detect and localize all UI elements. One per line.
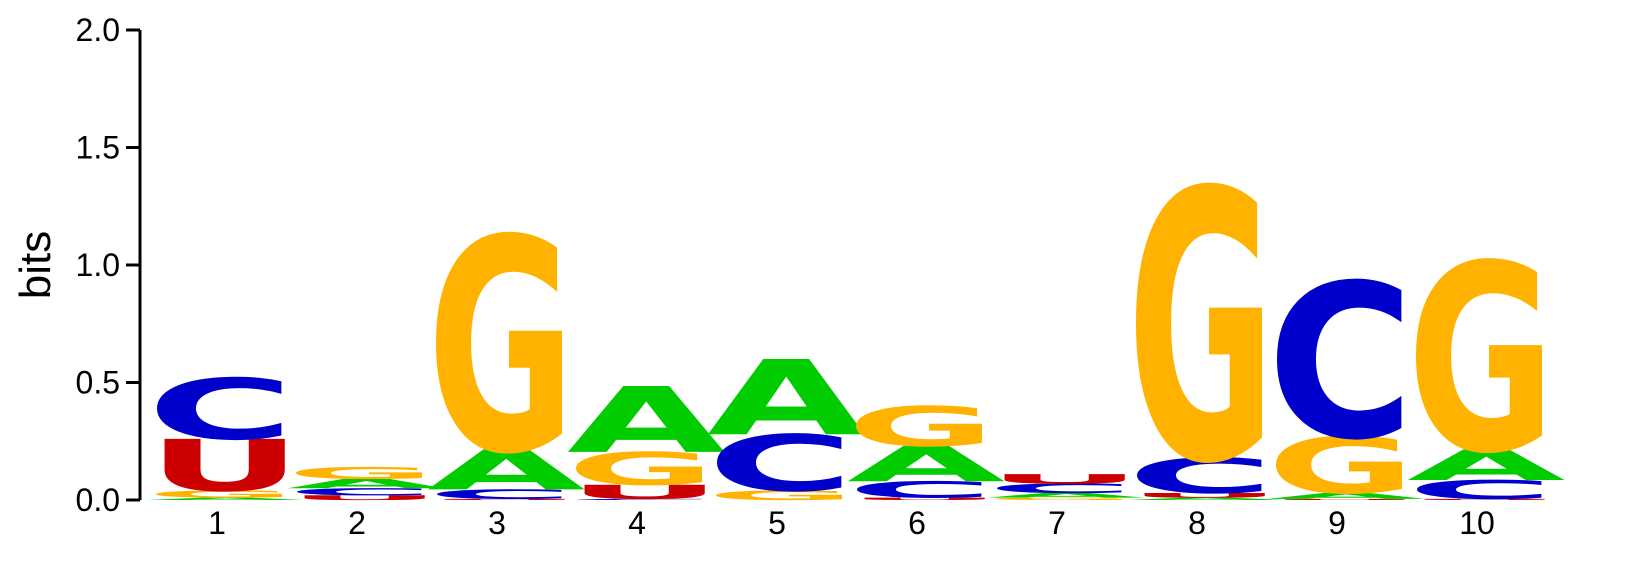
logo-letter-A: A (707, 339, 865, 459)
y-tick-label: 1.5 (76, 130, 120, 166)
logo-letter-A: A (1127, 497, 1285, 501)
logo-letter-C: C (707, 419, 854, 509)
logo-letter-G: G (707, 488, 855, 503)
logo-letter-A: A (567, 369, 725, 474)
logo-letter-A: A (427, 439, 585, 503)
logo-letter-C: C (147, 361, 294, 459)
logo-letter-C: C (1127, 449, 1274, 505)
x-tick-label: 9 (1328, 505, 1346, 541)
x-tick-label: 4 (628, 505, 646, 541)
y-tick-label: 1.0 (76, 247, 120, 283)
logo-letter-C: C (567, 499, 714, 501)
logo-letter-G: G (147, 489, 295, 500)
logo-letter-G: G (567, 443, 715, 495)
y-tick-label: 0.0 (76, 482, 120, 518)
logo-column: GCA (707, 339, 865, 509)
y-tick-label: 2.0 (76, 12, 120, 48)
logo-letter-C: C (1267, 239, 1414, 487)
logo-letter-A: A (847, 437, 1005, 493)
x-tick-label: 5 (768, 505, 786, 541)
logo-letter-G: G (987, 497, 1135, 501)
y-axis: 0.0 0.5 1.0 1.5 2.0 (76, 12, 142, 518)
logo-letter-U: U (567, 481, 722, 503)
logo-letter-A: A (287, 476, 445, 491)
logo-letter-U: U (147, 425, 302, 508)
x-tick-label: 3 (488, 505, 506, 541)
logo-letter-U: U (427, 498, 582, 500)
logo-letter-C: C (1407, 475, 1554, 505)
logo-letter-A: A (1267, 491, 1425, 500)
x-tick-label: 2 (348, 505, 366, 541)
logo-letter-U: U (1407, 498, 1562, 500)
logo-letter-G: G (427, 179, 575, 520)
logo-letter-G: G (1407, 210, 1555, 511)
logo-letter-A: A (1407, 441, 1565, 490)
y-axis-label: bits (11, 231, 60, 299)
logo-letter-C: C (427, 487, 574, 502)
x-axis-ticks: 1 2 3 4 5 6 7 8 9 10 (208, 505, 1495, 541)
x-tick-label: 1 (208, 505, 226, 541)
logo-letter-U: U (847, 497, 1002, 501)
x-tick-label: 7 (1048, 505, 1066, 541)
logo-letter-A: A (147, 497, 305, 501)
logo-letter-U: U (287, 494, 442, 502)
logo-letter-G: G (287, 464, 435, 483)
logo-letter-G: G (847, 395, 995, 459)
x-tick-label: 8 (1188, 505, 1206, 541)
y-tick-label: 0.5 (76, 365, 120, 401)
logo-letter-G: G (1127, 113, 1275, 545)
logo-letter-C: C (287, 486, 434, 497)
logo-letter-C: C (987, 481, 1134, 496)
y-axis-label-group: bits (11, 231, 60, 299)
logo-letter-U: U (1127, 492, 1282, 500)
logo-letter-U: U (1267, 498, 1422, 500)
x-tick-label: 6 (908, 505, 926, 541)
x-tick-label: 10 (1459, 505, 1495, 541)
logo-letter-G: G (1267, 421, 1415, 511)
logo-letter-A: A (987, 492, 1145, 499)
logo-letter-U: U (987, 472, 1142, 487)
logo-letter-C: C (847, 477, 994, 503)
